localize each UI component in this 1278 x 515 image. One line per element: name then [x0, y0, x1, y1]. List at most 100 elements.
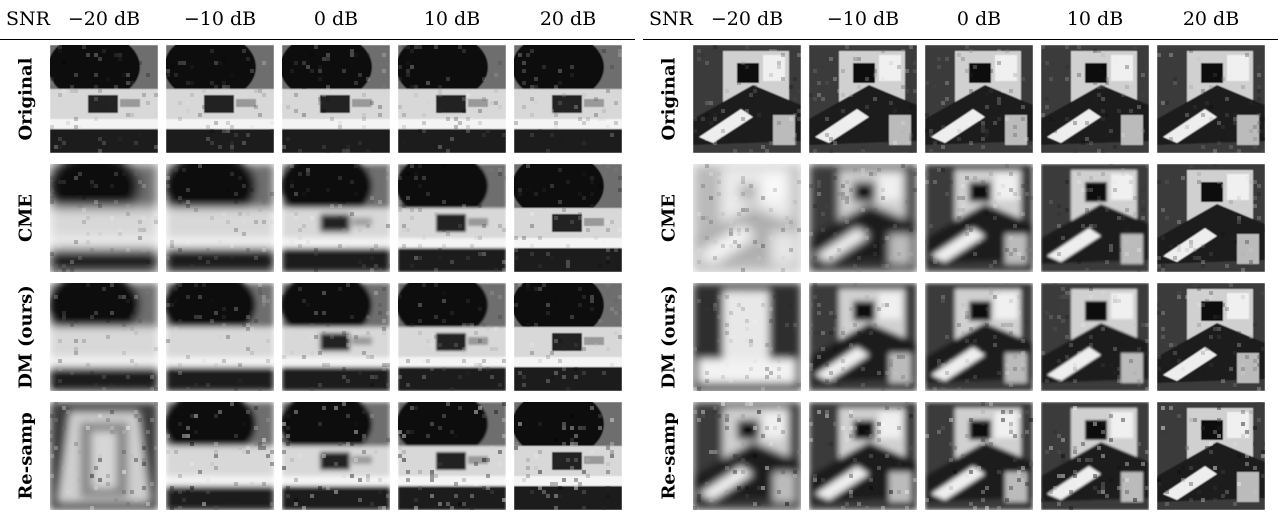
image-thumbnail: [50, 45, 158, 153]
result-image: [1157, 283, 1265, 391]
image-thumbnail: [50, 283, 158, 391]
result-image: [166, 164, 274, 272]
image-thumbnail: [925, 164, 1033, 272]
image-thumbnail: [50, 402, 158, 510]
result-image: [693, 402, 801, 510]
result-image: [282, 402, 390, 510]
result-image: [50, 402, 158, 510]
image-thumbnail: [1041, 164, 1149, 272]
figure-panel-left: SNR −20 dB −10 dB 0 dB 10 dB 20 dB Origi…: [0, 0, 635, 512]
image-thumbnail: [282, 402, 390, 510]
result-image: [282, 283, 390, 391]
result-image: [809, 45, 917, 153]
image-thumbnail: [925, 283, 1033, 391]
col-label: 10 dB: [1066, 8, 1124, 30]
result-image: [398, 402, 506, 510]
col-label: −20 dB: [710, 8, 784, 30]
result-image: [514, 283, 622, 391]
result-image: [809, 164, 917, 272]
result-image: [1157, 45, 1265, 153]
image-thumbnail: [693, 283, 801, 391]
header-rule: [0, 39, 635, 40]
result-image: [50, 283, 158, 391]
image-thumbnail: [1157, 283, 1265, 391]
result-image: [166, 402, 274, 510]
result-image: [282, 45, 390, 153]
result-image: [398, 45, 506, 153]
result-image: [1157, 164, 1265, 272]
image-thumbnail: [282, 283, 390, 391]
result-image: [282, 164, 390, 272]
image-thumbnail: [166, 45, 274, 153]
result-image: [1041, 402, 1149, 510]
col-label: −10 dB: [183, 8, 257, 30]
image-thumbnail: [693, 164, 801, 272]
result-image: [398, 164, 506, 272]
col-label: 0 dB: [313, 8, 359, 30]
result-image: [1041, 45, 1149, 153]
image-thumbnail: [398, 164, 506, 272]
image-thumbnail: [925, 402, 1033, 510]
result-image: [50, 164, 158, 272]
snr-label: SNR: [649, 8, 693, 30]
row-label: CME: [658, 194, 680, 242]
image-thumbnail: [809, 45, 917, 153]
image-thumbnail: [809, 164, 917, 272]
result-image: [693, 164, 801, 272]
image-thumbnail: [50, 164, 158, 272]
header-rule: [643, 39, 1278, 40]
figure-panel-right: SNR −20 dB −10 dB 0 dB 10 dB 20 dB Origi…: [643, 0, 1278, 512]
result-image: [398, 283, 506, 391]
row-label: CME: [15, 194, 37, 242]
result-image: [925, 45, 1033, 153]
image-thumbnail: [398, 283, 506, 391]
col-label: −20 dB: [67, 8, 141, 30]
image-thumbnail: [925, 45, 1033, 153]
result-image: [514, 164, 622, 272]
col-label: −10 dB: [826, 8, 900, 30]
result-image: [1041, 283, 1149, 391]
row-label: Original: [658, 57, 680, 141]
image-thumbnail: [166, 283, 274, 391]
result-image: [693, 45, 801, 153]
result-image: [514, 45, 622, 153]
image-thumbnail: [398, 45, 506, 153]
image-thumbnail: [809, 283, 917, 391]
result-image: [809, 402, 917, 510]
image-thumbnail: [514, 402, 622, 510]
result-image: [925, 283, 1033, 391]
row-label: DM (ours): [15, 285, 37, 389]
image-thumbnail: [398, 402, 506, 510]
row-label: Re-samp: [15, 412, 37, 500]
snr-label: SNR: [6, 8, 50, 30]
result-image: [166, 45, 274, 153]
row-label: Re-samp: [658, 412, 680, 500]
image-thumbnail: [1041, 402, 1149, 510]
image-thumbnail: [282, 164, 390, 272]
col-label: 10 dB: [423, 8, 481, 30]
row-label: DM (ours): [658, 285, 680, 389]
image-thumbnail: [1157, 402, 1265, 510]
result-image: [1041, 164, 1149, 272]
image-thumbnail: [166, 402, 274, 510]
image-thumbnail: [1157, 45, 1265, 153]
row-label: Original: [15, 57, 37, 141]
result-image: [1157, 402, 1265, 510]
result-image: [925, 164, 1033, 272]
image-thumbnail: [1157, 164, 1265, 272]
col-label: 20 dB: [1182, 8, 1240, 30]
result-image: [50, 45, 158, 153]
image-thumbnail: [809, 402, 917, 510]
image-thumbnail: [514, 164, 622, 272]
image-thumbnail: [1041, 45, 1149, 153]
result-image: [166, 283, 274, 391]
image-thumbnail: [693, 402, 801, 510]
col-label: 20 dB: [539, 8, 597, 30]
column-header: SNR −20 dB −10 dB 0 dB 10 dB 20 dB: [643, 0, 1278, 40]
image-thumbnail: [1041, 283, 1149, 391]
column-header: SNR −20 dB −10 dB 0 dB 10 dB 20 dB: [0, 0, 635, 40]
result-image: [514, 402, 622, 510]
image-thumbnail: [514, 283, 622, 391]
result-image: [925, 402, 1033, 510]
result-image: [693, 283, 801, 391]
